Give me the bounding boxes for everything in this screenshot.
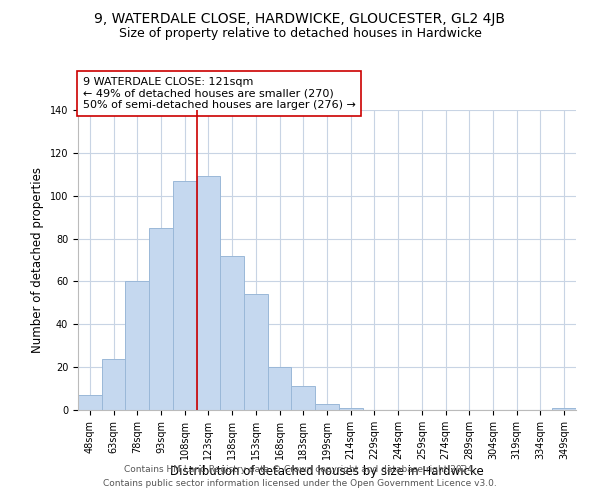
- Bar: [339, 408, 362, 410]
- Text: Contains HM Land Registry data © Crown copyright and database right 2024.
Contai: Contains HM Land Registry data © Crown c…: [103, 466, 497, 487]
- Bar: [197, 176, 220, 410]
- Text: 9 WATERDALE CLOSE: 121sqm
← 49% of detached houses are smaller (270)
50% of semi: 9 WATERDALE CLOSE: 121sqm ← 49% of detac…: [83, 77, 356, 110]
- Bar: [102, 358, 125, 410]
- Bar: [315, 404, 339, 410]
- Bar: [78, 395, 102, 410]
- Bar: [173, 180, 197, 410]
- Bar: [125, 282, 149, 410]
- Bar: [220, 256, 244, 410]
- Bar: [268, 367, 292, 410]
- Text: Size of property relative to detached houses in Hardwicke: Size of property relative to detached ho…: [119, 28, 481, 40]
- Bar: [292, 386, 315, 410]
- Bar: [244, 294, 268, 410]
- Bar: [552, 408, 576, 410]
- Text: 9, WATERDALE CLOSE, HARDWICKE, GLOUCESTER, GL2 4JB: 9, WATERDALE CLOSE, HARDWICKE, GLOUCESTE…: [95, 12, 505, 26]
- X-axis label: Distribution of detached houses by size in Hardwicke: Distribution of detached houses by size …: [170, 464, 484, 477]
- Bar: [149, 228, 173, 410]
- Y-axis label: Number of detached properties: Number of detached properties: [31, 167, 44, 353]
